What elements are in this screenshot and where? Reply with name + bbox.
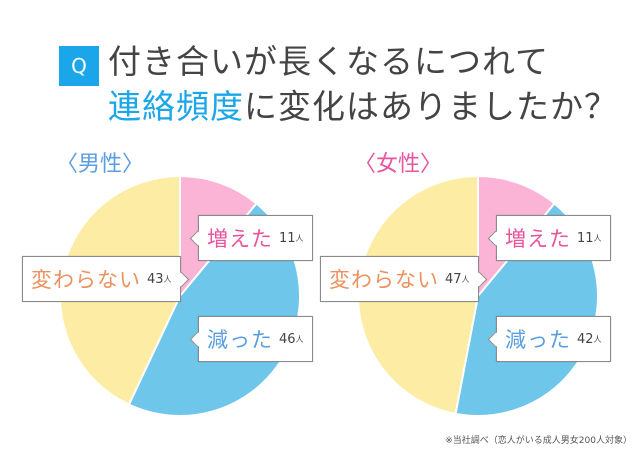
- slice-label: 変わらない: [31, 268, 141, 292]
- callout-men-decreased: 減った 46 人: [198, 316, 313, 362]
- slice-label: 変わらない: [329, 268, 439, 292]
- title-highlight: 連絡頻度: [108, 87, 244, 126]
- footnote: ※当社調べ（恋人がいる成人男女200人対象）: [445, 436, 632, 446]
- slice-value: 43: [147, 271, 164, 287]
- title-rest: に変化はありましたか？: [244, 87, 618, 126]
- slice-label: 減った: [207, 328, 273, 352]
- slice-value: 42: [577, 331, 594, 347]
- slice-value: 11: [279, 230, 296, 246]
- slice-label: 増えた: [207, 227, 273, 251]
- slice-unit: 人: [593, 233, 602, 243]
- group-label-men: 〈男性〉: [56, 152, 145, 177]
- slice-value: 46: [279, 331, 296, 347]
- callout-women-decreased: 減った 42 人: [496, 316, 611, 362]
- callout-men-increased: 増えた 11 人: [198, 215, 313, 261]
- title-line-2: 連絡頻度に変化はありましたか？: [108, 90, 618, 123]
- callout-women-unchanged: 変わらない 47 人: [320, 256, 479, 302]
- callout-men-unchanged: 変わらない 43 人: [22, 256, 181, 302]
- slice-unit: 人: [461, 274, 470, 284]
- slice-label: 増えた: [505, 227, 571, 251]
- slice-label: 減った: [505, 328, 571, 352]
- slice-unit: 人: [163, 274, 172, 284]
- callout-women-increased: 増えた 11 人: [496, 215, 611, 261]
- question-badge: Q: [59, 46, 99, 86]
- slice-value: 47: [445, 271, 462, 287]
- slice-unit: 人: [295, 233, 304, 243]
- group-label-women: 〈女性〉: [354, 152, 443, 177]
- title-line-1: 付き合いが長くなるにつれて: [108, 42, 550, 81]
- slice-unit: 人: [295, 334, 304, 344]
- slice-value: 11: [577, 230, 594, 246]
- slice-unit: 人: [593, 334, 602, 344]
